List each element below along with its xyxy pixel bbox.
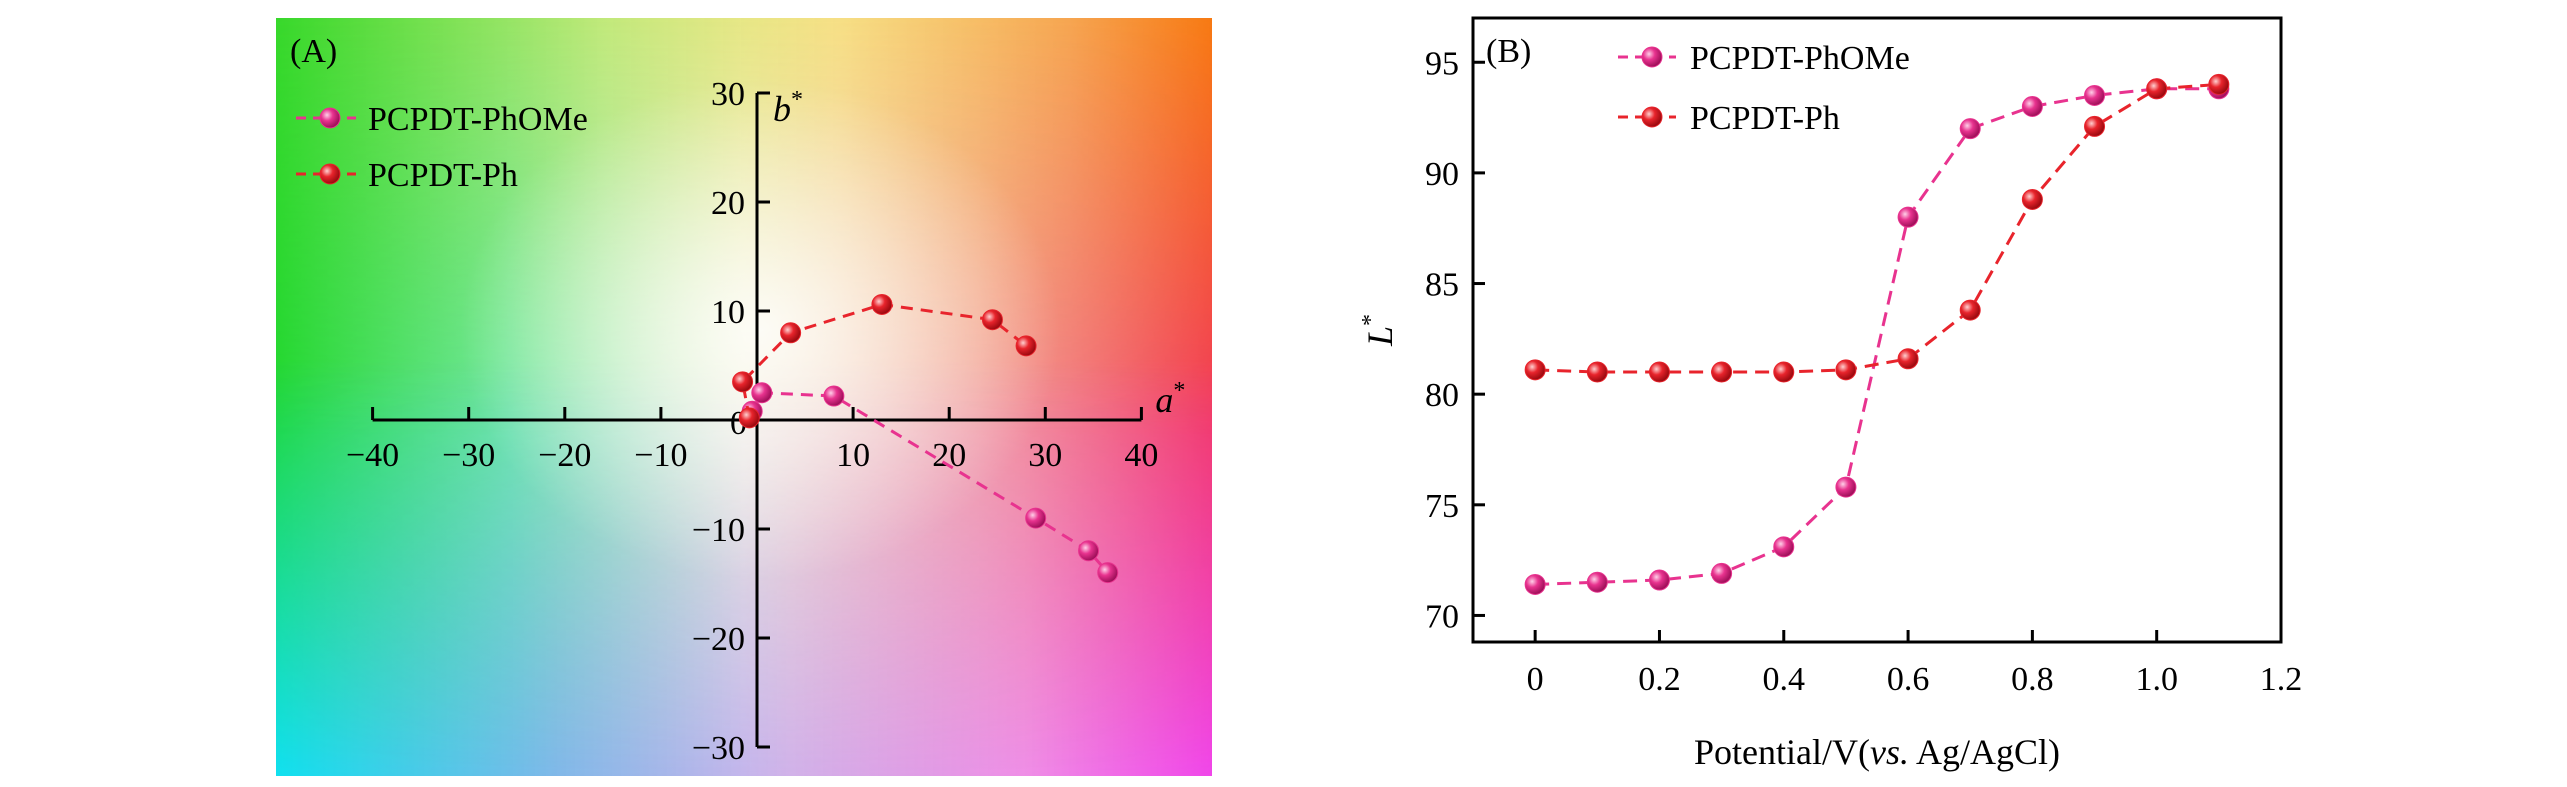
x-tick-label: −20: [538, 437, 591, 474]
data-point: [981, 309, 1003, 331]
y-tick-label: −30: [692, 730, 745, 767]
data-point: [1524, 573, 1546, 595]
y-tick-label: −20: [692, 621, 745, 658]
data-point: [1959, 118, 1981, 140]
data-point: [738, 407, 760, 429]
x-axis-title: Potential/V(vs. Ag/AgCl): [1694, 732, 2060, 772]
data-point: [2021, 96, 2043, 118]
x-tick-label: 40: [1124, 437, 1158, 474]
data-point: [823, 385, 845, 407]
data-point: [1835, 359, 1857, 381]
data-point: [1711, 562, 1733, 584]
data-point: [1586, 361, 1608, 383]
panel-b-frame: [1471, 16, 2283, 644]
x-tick-label: 30: [1028, 437, 1062, 474]
x-tick-label: −30: [442, 437, 495, 474]
x-tick-label: 1.0: [2135, 661, 2178, 698]
data-point: [2084, 115, 2106, 137]
legend-label: PCPDT-Ph: [1690, 100, 1840, 137]
panel-b-series: [1524, 73, 2230, 595]
series-line: [750, 391, 1109, 574]
legend-marker: [319, 163, 341, 185]
data-point: [1897, 206, 1919, 228]
data-point: [1711, 361, 1733, 383]
x-tick-label: 1.2: [2260, 661, 2303, 698]
y-tick-label: 95: [1425, 45, 1459, 82]
data-point: [2084, 84, 2106, 106]
data-point: [1097, 562, 1119, 584]
data-point: [1025, 507, 1047, 529]
data-point: [1773, 536, 1795, 558]
x-tick-label: 0.6: [1887, 661, 1930, 698]
legend-label: PCPDT-PhOMe: [1690, 40, 1910, 77]
data-point: [2021, 188, 2043, 210]
data-point: [2146, 78, 2168, 100]
data-point: [780, 322, 802, 344]
data-point: [1648, 361, 1670, 383]
data-point: [2208, 73, 2230, 95]
panel-a-legend: PCPDT-PhOMe PCPDT-Ph: [296, 101, 588, 194]
data-point: [1586, 571, 1608, 593]
y-tick-label: 80: [1425, 377, 1459, 414]
data-point: [1773, 361, 1795, 383]
panel-b-legend: PCPDT-PhOMe PCPDT-Ph: [1618, 40, 1910, 137]
x-tick-label: 10: [836, 437, 870, 474]
legend-label: PCPDT-PhOMe: [368, 101, 588, 138]
data-point: [1897, 348, 1919, 370]
data-point: [1835, 476, 1857, 498]
x-tick-label: −40: [346, 437, 399, 474]
data-point: [1524, 359, 1546, 381]
panel-a: −40 −30 −20 −10 10 20 30 400−30−20−10102030a*b*…: [276, 18, 1212, 776]
data-point: [1015, 335, 1037, 357]
data-point: [1648, 569, 1670, 591]
y-axis-title: L*: [1358, 314, 1400, 347]
y-tick-label: 30: [711, 76, 745, 113]
panel-b-axes: 0 0.2 0.4 0.6 0.8 1.0 1.2 70 75 80 85 90 95 Potential…: [1358, 45, 2302, 772]
x-tick-label: −10: [634, 437, 687, 474]
y-tick-label: 70: [1425, 598, 1459, 635]
legend-label: PCPDT-Ph: [368, 157, 518, 194]
x-axis-title: a*: [1155, 378, 1185, 420]
data-point: [732, 371, 754, 393]
legend-marker: [1641, 46, 1663, 68]
data-point: [751, 382, 773, 404]
x-tick-label: 0.4: [1763, 661, 1806, 698]
legend-marker: [319, 107, 341, 129]
panel-a-label: (A): [290, 33, 337, 70]
y-tick-label: 20: [711, 185, 745, 222]
y-tick-label: 90: [1425, 156, 1459, 193]
series-line: [1535, 82, 2219, 374]
y-axis-title: b*: [773, 87, 803, 129]
x-tick-label: 20: [932, 437, 966, 474]
x-tick-label: 0: [1527, 661, 1544, 698]
data-point: [871, 293, 893, 315]
y-tick-label: 75: [1425, 488, 1459, 525]
y-tick-label: 10: [711, 294, 745, 331]
data-point: [1959, 299, 1981, 321]
x-tick-label: 0.2: [1638, 661, 1681, 698]
series-line: [1535, 87, 2219, 586]
x-tick-label: 0.8: [2011, 661, 2054, 698]
data-point: [1078, 540, 1100, 562]
panel-b-label: (B): [1486, 33, 1531, 70]
legend-marker: [1641, 106, 1663, 128]
y-tick-label: 85: [1425, 267, 1459, 304]
panel-a-series: [732, 293, 1119, 584]
y-tick-label: −10: [692, 512, 745, 549]
panel-b: 0 0.2 0.4 0.6 0.8 1.0 1.2 70 75 80 85 90 95 Potential…: [1358, 16, 2302, 772]
